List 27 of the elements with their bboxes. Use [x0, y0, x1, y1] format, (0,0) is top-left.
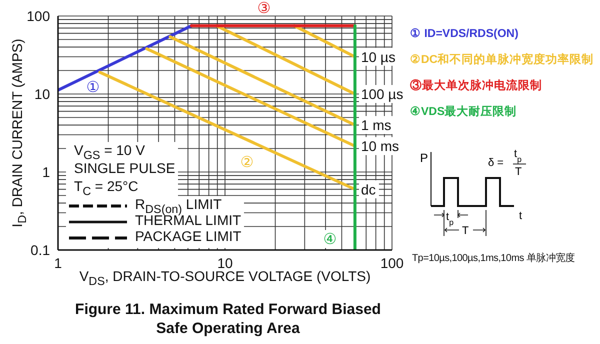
annotation: SINGLE PULSE: [74, 160, 176, 176]
x-axis-title: V$_{DS}$, DRAIN-TO-SOURCE VOLTAGE (VOLTS): [79, 268, 371, 288]
y-tick-label: 100: [26, 8, 50, 24]
annotation: ②: [239, 153, 255, 171]
annotation: ④: [322, 230, 338, 248]
series-label: 10 µs: [360, 48, 396, 65]
series-label: 10 ms: [360, 138, 400, 154]
y-tick-label: 10: [34, 86, 50, 102]
text: Tp=10µs,100µs,1ms,10ms 单脉冲宽度: [412, 252, 575, 265]
series-label: 100 µs: [360, 86, 404, 102]
text: Figure 11. Maximum Rated Forward Biased Safe Operating Area: [74, 300, 382, 338]
text: ① ID=VDS/RDS(ON): [410, 27, 518, 40]
x-tick-label: 1: [54, 254, 62, 271]
x-tick-label: 10: [217, 254, 233, 271]
text: ④VDS最大耐压限制: [410, 104, 517, 119]
text: ②DC和不同的单脉冲宽度功率限制: [410, 52, 594, 67]
annotation: V$_{GS}$ = 10 V: [74, 142, 145, 162]
annotation: T$_{C}$ = 25°C: [74, 178, 138, 198]
annotation: PACKAGE LIMIT: [135, 228, 242, 244]
x-tick-label: 100: [380, 254, 404, 271]
series-label: 1 ms: [360, 117, 392, 134]
annotation: ③: [256, 0, 272, 17]
y-tick-label: 1: [42, 164, 50, 180]
annotation: ①: [85, 78, 101, 96]
series-label: dc: [360, 181, 376, 198]
y-tick-label: 0.1: [30, 242, 50, 258]
text: ③最大单次脉冲电流限制: [410, 78, 542, 93]
